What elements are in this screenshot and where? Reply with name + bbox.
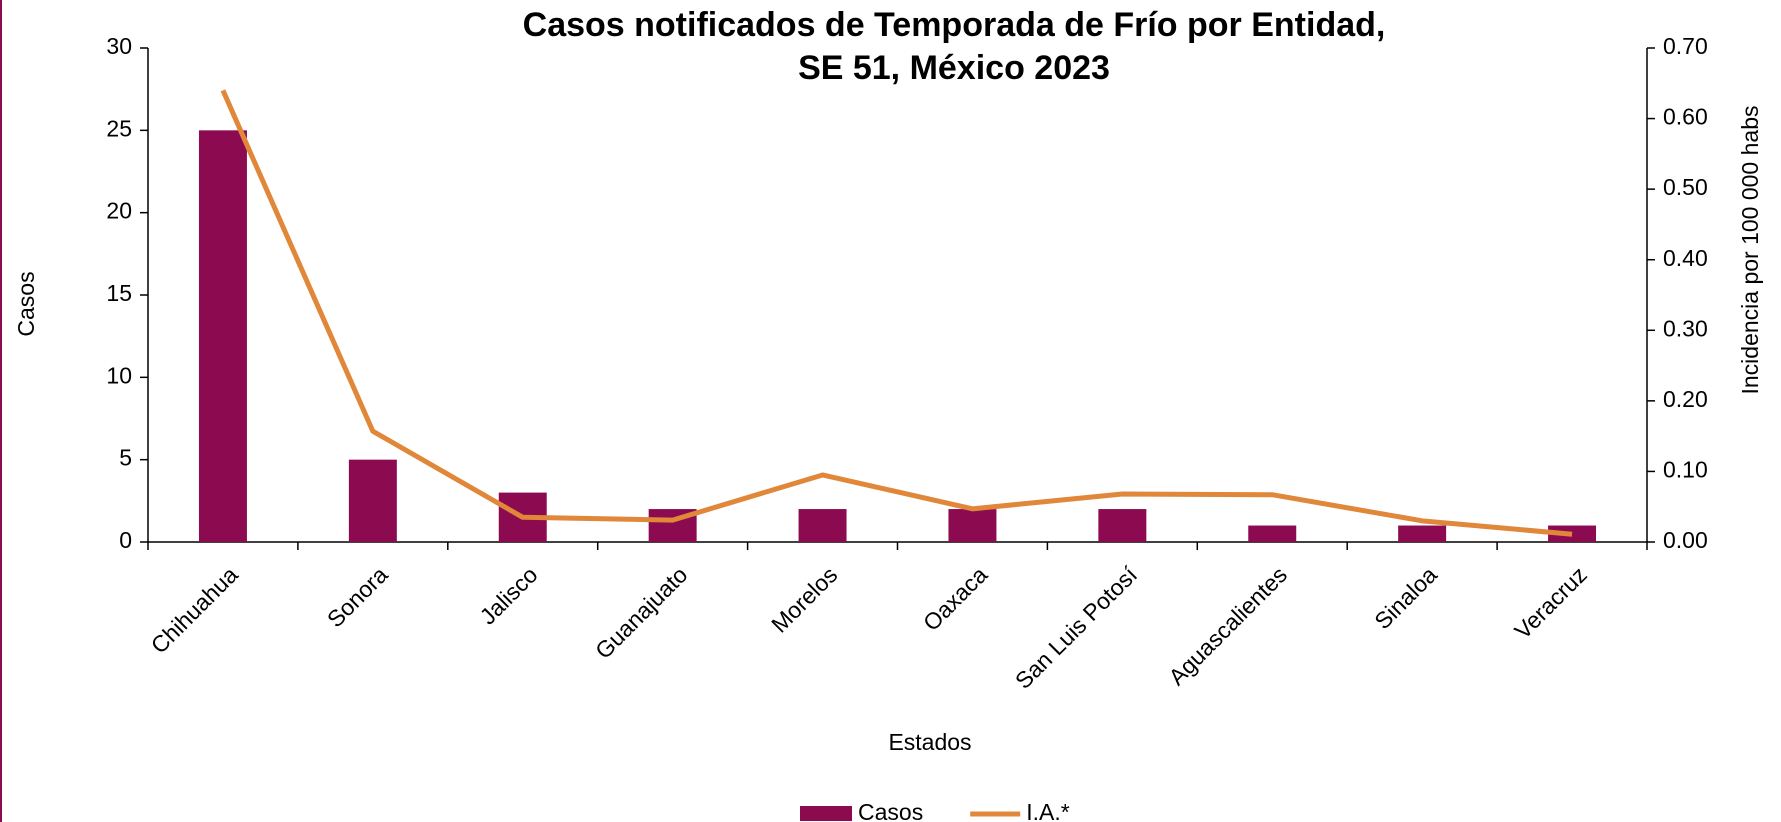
bar xyxy=(798,509,847,542)
bar xyxy=(948,509,997,542)
y-tick-label: 20 xyxy=(106,198,132,224)
bar xyxy=(1398,525,1447,542)
y2-tick-label: 0.30 xyxy=(1663,315,1708,341)
x-tick-label: Morelos xyxy=(766,561,842,637)
legend-label: I.A.* xyxy=(1026,799,1070,822)
y-tick-label: 0 xyxy=(119,527,132,553)
bar xyxy=(1098,509,1147,542)
x-tick-label: Sinaloa xyxy=(1369,561,1442,634)
y-tick-label: 10 xyxy=(106,362,132,388)
bar xyxy=(1248,525,1297,542)
y-tick-label: 25 xyxy=(106,115,132,141)
x-tick-label: Oaxaca xyxy=(918,561,993,636)
chart-title: Casos notificados de Temporada de Frío p… xyxy=(523,6,1386,44)
line xyxy=(220,89,1573,537)
y2-tick-label: 0.70 xyxy=(1663,33,1708,59)
bar xyxy=(348,459,397,542)
x-tick-label: Sonora xyxy=(322,561,393,632)
x-axis-label: Estados xyxy=(888,729,971,755)
y2-axis-label: Incidencia por 100 000 habs xyxy=(1737,106,1763,395)
x-tick-label: San Luis Potosí xyxy=(1010,561,1143,694)
x-tick-label: Jalisco xyxy=(474,561,542,629)
y2-tick-label: 0.10 xyxy=(1663,457,1708,483)
x-tick-label: Veracruz xyxy=(1509,561,1592,644)
x-tick-label: Chihuahua xyxy=(146,561,243,658)
y-tick-label: 30 xyxy=(106,33,132,59)
y2-tick-label: 0.50 xyxy=(1663,174,1708,200)
y2-tick-label: 0.20 xyxy=(1663,386,1708,412)
legend-swatch xyxy=(800,806,852,821)
x-tick-label: Guanajuato xyxy=(590,561,692,663)
y2-tick-label: 0.60 xyxy=(1663,104,1708,130)
legend-label: Casos xyxy=(858,799,923,822)
y-tick-label: 5 xyxy=(119,445,132,471)
x-tick-label: Aguascalientes xyxy=(1163,561,1292,690)
bar xyxy=(198,130,247,543)
y-tick-label: 15 xyxy=(106,280,132,306)
y2-tick-label: 0.00 xyxy=(1663,527,1708,553)
chart-title: SE 51, México 2023 xyxy=(798,49,1110,87)
y-axis-label: Casos xyxy=(13,271,39,336)
y2-tick-label: 0.40 xyxy=(1663,245,1708,271)
